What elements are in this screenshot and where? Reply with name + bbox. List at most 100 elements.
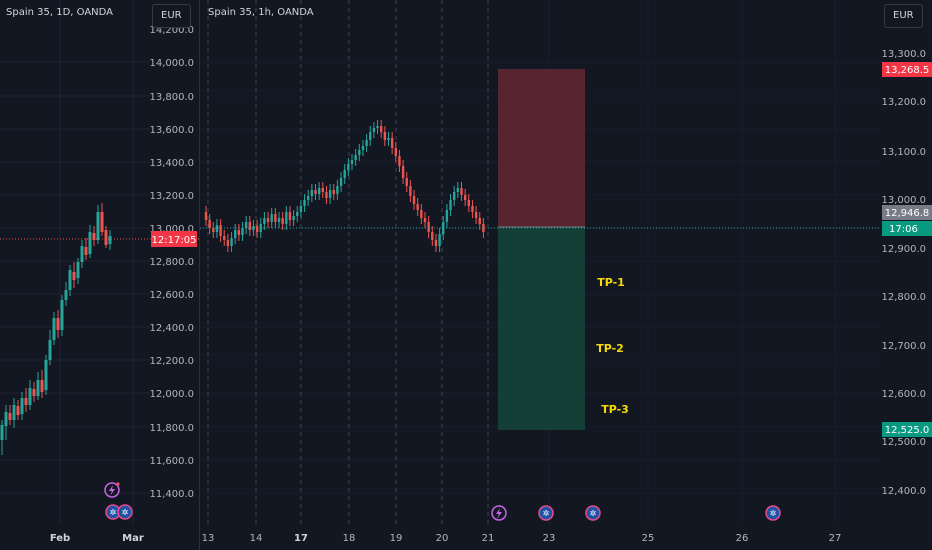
time-tick-label: 14 <box>250 533 263 544</box>
candle-body <box>350 160 354 164</box>
flash-icon-glyph <box>109 485 115 496</box>
candle-body <box>412 196 416 204</box>
candle-body <box>244 222 248 228</box>
price-tick-label: 13,200.0 <box>200 191 201 202</box>
candle-body <box>478 218 481 224</box>
daily-countdown-tag: 12:17:05 <box>151 231 197 247</box>
hourly-currency-button[interactable]: EUR <box>884 4 923 28</box>
price-tick-label: 12,600.0 <box>149 290 194 301</box>
price-tick-label: 13,000.0 <box>200 224 201 235</box>
candle-body <box>255 226 259 232</box>
hourly-chart-canvas[interactable]: 14,000.0 13,800.0 13,600.0 13,400.0 13,200.0… <box>200 0 932 550</box>
hourly-events[interactable]: ✲ ✲ ✲ <box>491 505 781 521</box>
price-tick-label: 13,300.0 <box>881 49 926 60</box>
price-tick-label: 14,200.0 <box>149 25 194 36</box>
candle-body <box>96 212 100 240</box>
price-tick-label: 11,800.0 <box>200 423 201 434</box>
svg-text:✲: ✲ <box>770 509 777 518</box>
candle-body <box>482 224 485 232</box>
candle-body <box>354 155 357 160</box>
candle-body <box>8 413 12 420</box>
price-tick-label: 13,600.0 <box>149 125 194 136</box>
candle-body <box>80 246 84 262</box>
price-tick-label: 12,600.0 <box>881 389 926 400</box>
stop-loss-zone <box>498 69 585 227</box>
candle-body <box>339 178 343 186</box>
candle-body <box>453 192 456 200</box>
time-tick-label: 18 <box>343 533 356 544</box>
candle-body <box>208 220 211 228</box>
candle-body <box>409 186 412 196</box>
candle-body <box>12 405 16 420</box>
pane-divider[interactable] <box>199 0 200 550</box>
candle-body <box>292 216 295 220</box>
svg-text:17:06: 17:06 <box>889 224 918 235</box>
last-price-tag: 12,946.8 <box>882 205 932 220</box>
hourly-chart-title[interactable]: Spain 35, 1h, OANDA <box>208 7 314 18</box>
price-tick-label: 13,200.0 <box>881 97 926 108</box>
flash-icon-glyph <box>496 508 502 519</box>
candle-body <box>241 228 244 235</box>
daily-chart-pane[interactable]: 14,000.0 13,800.0 13,600.0 13,400.0 13,200.0… <box>0 0 200 550</box>
candle-body <box>226 240 230 246</box>
time-tick-label: 23 <box>543 533 556 544</box>
candle-body <box>277 218 281 222</box>
time-tick-label: 21 <box>482 533 495 544</box>
candle-body <box>420 210 423 218</box>
hourly-chart-pane[interactable]: 14,000.0 13,800.0 13,600.0 13,400.0 13,200.0… <box>200 0 932 550</box>
price-tags: 13,268.5 12,946.8 17:06 12,525.0 <box>882 62 932 437</box>
price-tick-label: 11,800.0 <box>149 423 194 434</box>
daily-events[interactable]: ✲ ✲ <box>104 482 133 520</box>
candle-body <box>266 218 270 222</box>
candle-body <box>328 190 332 198</box>
candle-body <box>252 226 255 230</box>
price-tick-label: 11,400.0 <box>149 489 194 500</box>
session-breaks <box>207 0 489 525</box>
candle-body <box>223 236 226 240</box>
hourly-time-axis: 13 14 17 18 19 20 21 23 25 26 27 <box>202 533 842 544</box>
candle-body <box>456 188 460 192</box>
time-tick-label: 13 <box>202 533 215 544</box>
candle-body <box>321 188 324 192</box>
time-tick-label: 25 <box>642 533 655 544</box>
candle-body <box>431 232 434 240</box>
price-tick-label: 12,600.0 <box>200 290 201 301</box>
candle-body <box>307 196 310 200</box>
candle-body <box>314 190 317 194</box>
price-tick-label: 12,000.0 <box>149 389 194 400</box>
hourly-candles <box>204 120 485 252</box>
price-tick-label: 12,400.0 <box>200 323 201 334</box>
price-tick-label: 12,800.0 <box>200 257 201 268</box>
price-tick-label: 12,800.0 <box>149 257 194 268</box>
candle-body <box>296 212 299 216</box>
candle-body <box>285 212 288 224</box>
daily-candles <box>0 203 112 455</box>
candle-body <box>383 132 387 140</box>
svg-text:✲: ✲ <box>590 509 597 518</box>
short-position-tool[interactable]: TP-1 TP-2 TP-3 <box>498 69 629 430</box>
candle-body <box>343 170 346 178</box>
price-tick-label: 12,400.0 <box>149 323 194 334</box>
price-tick-label: 14,000.0 <box>149 58 194 69</box>
candle-body <box>471 206 474 212</box>
daily-chart-title[interactable]: Spain 35, 1D, OANDA <box>6 7 114 18</box>
candle-body <box>445 210 449 222</box>
candle-body <box>72 272 76 280</box>
daily-chart-canvas[interactable]: 14,000.0 13,800.0 13,600.0 13,400.0 13,200.0… <box>0 0 200 550</box>
dividend-icon <box>538 505 554 521</box>
candle-body <box>474 212 478 218</box>
daily-currency-button[interactable]: EUR <box>152 4 191 28</box>
candle-body <box>4 412 8 426</box>
candle-body <box>44 360 48 390</box>
price-tick-label: 13,000.0 <box>149 224 194 235</box>
candle-body <box>405 178 408 186</box>
candle-body <box>248 222 251 230</box>
price-tick-label: 13,600.0 <box>200 125 201 136</box>
price-tick-label: 12,500.0 <box>881 437 926 448</box>
candle-body <box>281 218 284 224</box>
candle-body <box>88 232 92 254</box>
candle-body <box>376 126 379 128</box>
candle-body <box>100 212 104 232</box>
target-price-tag: 12,525.0 <box>882 422 932 437</box>
candle-body <box>365 140 368 146</box>
